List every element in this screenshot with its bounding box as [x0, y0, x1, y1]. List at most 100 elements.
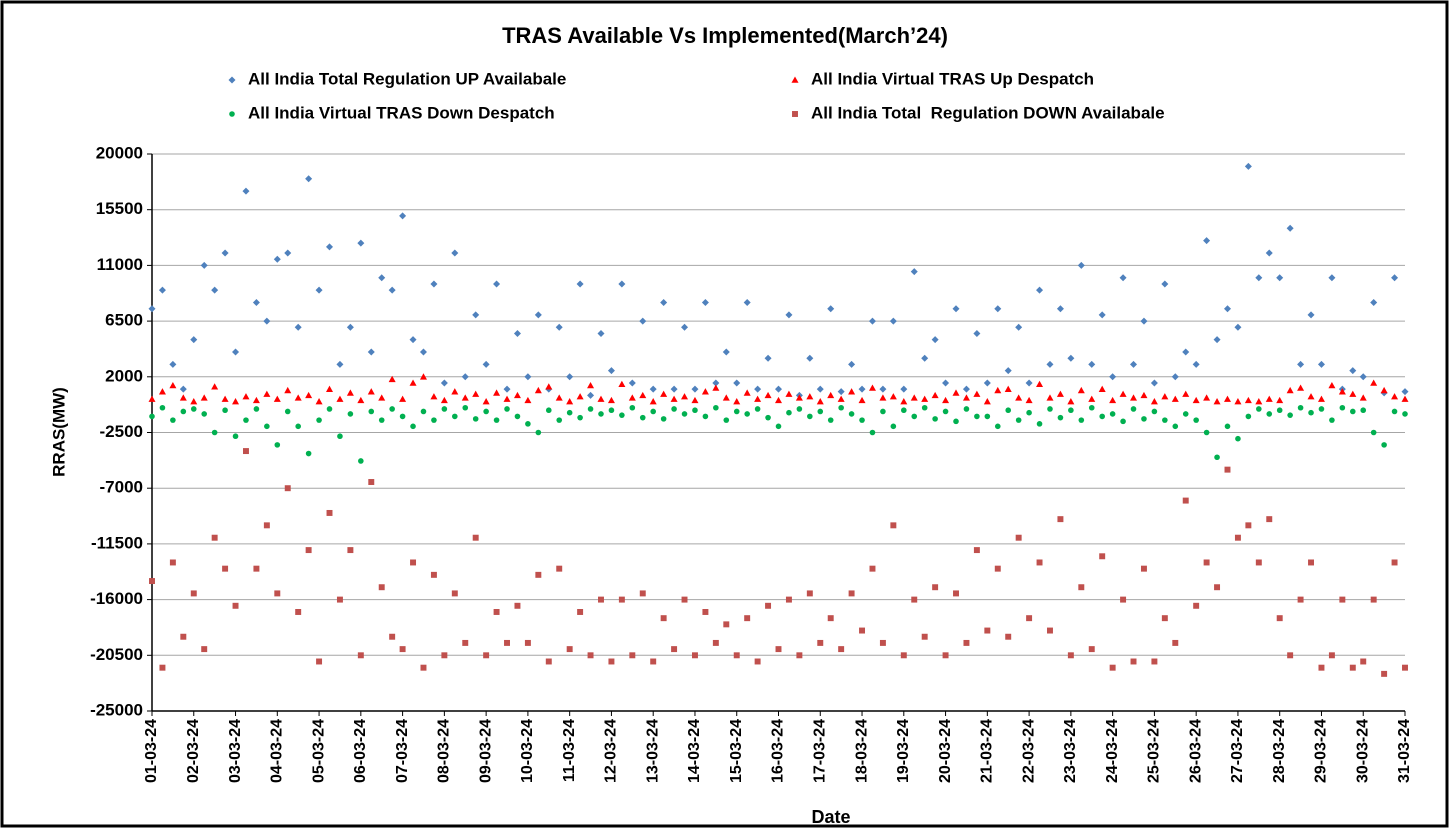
data-point [1359, 373, 1367, 381]
data-point [243, 448, 249, 455]
data-point [1182, 390, 1190, 397]
x-tick-label: 27-03-24 [1229, 719, 1246, 783]
x-tick-label: 28-03-24 [1271, 719, 1288, 783]
data-point [1193, 602, 1200, 609]
data-point [827, 615, 834, 622]
x-tick-label: 18-03-24 [853, 719, 870, 783]
data-point [901, 407, 907, 414]
data-point [827, 417, 834, 423]
legend-label: All India Total Regulation UP Availabale [248, 69, 566, 88]
data-point [744, 615, 751, 622]
data-point [1068, 407, 1074, 414]
data-point [503, 395, 511, 402]
data-point [1317, 395, 1325, 402]
data-point [1370, 596, 1377, 603]
data-point [1120, 596, 1127, 603]
data-point [295, 423, 301, 430]
data-point [294, 323, 302, 331]
data-point [890, 522, 897, 529]
data-point [1036, 286, 1044, 294]
data-point [232, 348, 240, 356]
data-point [1140, 317, 1148, 325]
data-point [1297, 596, 1304, 603]
data-point [848, 590, 855, 597]
data-point [399, 212, 407, 220]
data-point [879, 639, 886, 646]
data-point [190, 590, 197, 597]
data-point [1224, 423, 1231, 430]
data-point [806, 393, 814, 400]
data-point [409, 336, 417, 344]
data-point [1266, 516, 1273, 523]
data-point [431, 417, 437, 423]
data-point [566, 373, 574, 381]
data-point [149, 578, 155, 585]
data-point [1329, 417, 1335, 423]
data-point [232, 602, 239, 609]
data-point [357, 239, 365, 247]
chart-title: TRAS Available Vs Implemented(March’24) [502, 23, 948, 48]
data-point [378, 417, 385, 423]
data-point [419, 373, 427, 380]
data-point [1130, 658, 1137, 665]
data-point [848, 360, 856, 368]
data-point [607, 396, 615, 404]
data-point [461, 394, 469, 401]
data-point [587, 652, 594, 659]
data-point [179, 394, 187, 401]
data-point [942, 379, 950, 387]
data-point [598, 411, 604, 417]
data-point [190, 406, 197, 412]
data-point [660, 615, 667, 622]
data-point [1151, 658, 1158, 665]
data-point [430, 280, 438, 288]
data-point [555, 394, 563, 401]
data-point [754, 395, 762, 402]
data-point [357, 396, 365, 404]
data-point [587, 381, 595, 389]
x-tick-label: 09-03-24 [477, 719, 494, 783]
x-tick-label: 31-03-24 [1396, 719, 1413, 783]
data-point [1046, 360, 1054, 368]
data-point [743, 389, 751, 396]
data-point [211, 534, 218, 541]
x-tick-label: 12-03-24 [603, 719, 620, 783]
data-point [409, 379, 417, 386]
data-point [180, 633, 187, 640]
data-point [629, 404, 636, 411]
data-point [420, 408, 427, 415]
data-point [264, 423, 270, 430]
data-point [1339, 404, 1346, 411]
data-point [983, 379, 991, 387]
data-point [900, 385, 908, 393]
data-point [733, 398, 741, 405]
data-point [910, 268, 918, 276]
data-point [169, 381, 177, 389]
data-point [910, 394, 918, 401]
data-point [837, 395, 845, 402]
data-point [1046, 394, 1054, 401]
y-tick-label: 11000 [97, 255, 143, 274]
data-point [461, 373, 469, 381]
data-point [1015, 394, 1023, 401]
data-point [670, 385, 678, 393]
data-point [911, 413, 918, 420]
data-point [660, 390, 668, 397]
data-point [953, 418, 959, 425]
data-point [649, 398, 657, 405]
data-point [775, 646, 782, 653]
data-point [608, 658, 615, 665]
data-point [1203, 237, 1211, 245]
data-point [775, 423, 782, 430]
data-point [1140, 391, 1148, 399]
data-point [326, 406, 333, 412]
data-point [577, 414, 583, 421]
data-point [1098, 385, 1106, 392]
data-point [284, 485, 291, 492]
data-point [419, 348, 427, 356]
data-point [200, 394, 208, 401]
data-point [607, 367, 615, 375]
data-point [1140, 565, 1147, 572]
data-point [410, 423, 416, 430]
data-point [1265, 249, 1273, 257]
